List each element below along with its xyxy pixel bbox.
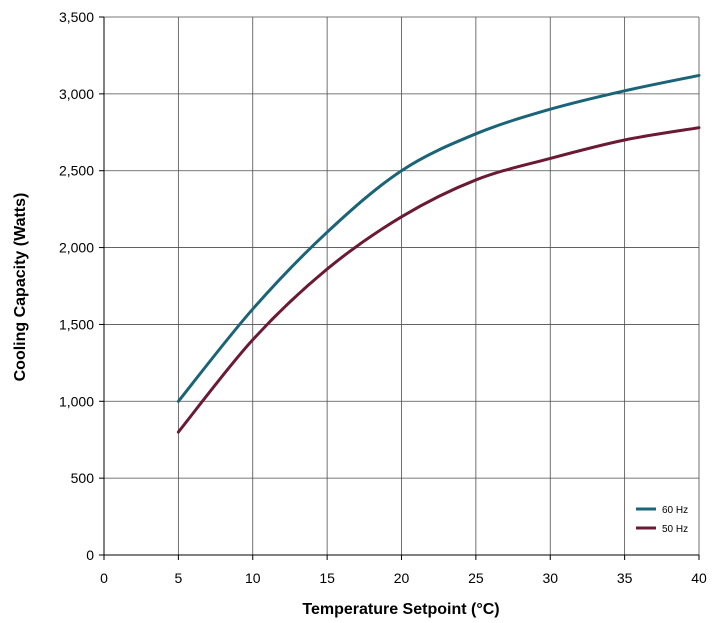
legend: 60 Hz 50 Hz	[636, 505, 688, 535]
y-tick-label: 3,500	[59, 9, 94, 25]
y-tick-label: 2,500	[59, 163, 94, 179]
x-tick-label: 35	[617, 570, 633, 586]
y-tick-label: 0	[86, 547, 94, 563]
axes	[99, 16, 700, 560]
x-tick-label: 40	[691, 570, 707, 586]
y-tick-label: 3,000	[59, 86, 94, 102]
y-tick-label: 1,000	[59, 393, 94, 409]
series-line-50-hz	[176, 126, 701, 434]
y-tick-label: 500	[71, 470, 95, 486]
series-lines	[176, 73, 701, 434]
series-line-60-hz	[176, 73, 701, 403]
legend-label: 50 Hz	[662, 524, 688, 535]
x-tick-label: 20	[394, 570, 410, 586]
y-axis-title: Cooling Capacity (Watts)	[12, 193, 29, 382]
gridlines	[104, 16, 700, 555]
y-tick-label: 1,500	[59, 316, 94, 332]
y-tick-label: 2,000	[59, 240, 94, 256]
x-tick-label: 25	[468, 570, 484, 586]
x-tick-label: 0	[100, 570, 108, 586]
legend-label: 60 Hz	[662, 505, 688, 516]
x-tick-label: 5	[174, 570, 182, 586]
tick-labels: 0 5 10 15 20 25 30 35 40 0 500 1,000 1,500 2,000 2,500…	[59, 9, 707, 586]
x-tick-label: 30	[542, 570, 558, 586]
x-tick-label: 10	[245, 570, 261, 586]
x-tick-label: 15	[319, 570, 335, 586]
x-axis-title: Temperature Setpoint (°C)	[302, 601, 499, 618]
